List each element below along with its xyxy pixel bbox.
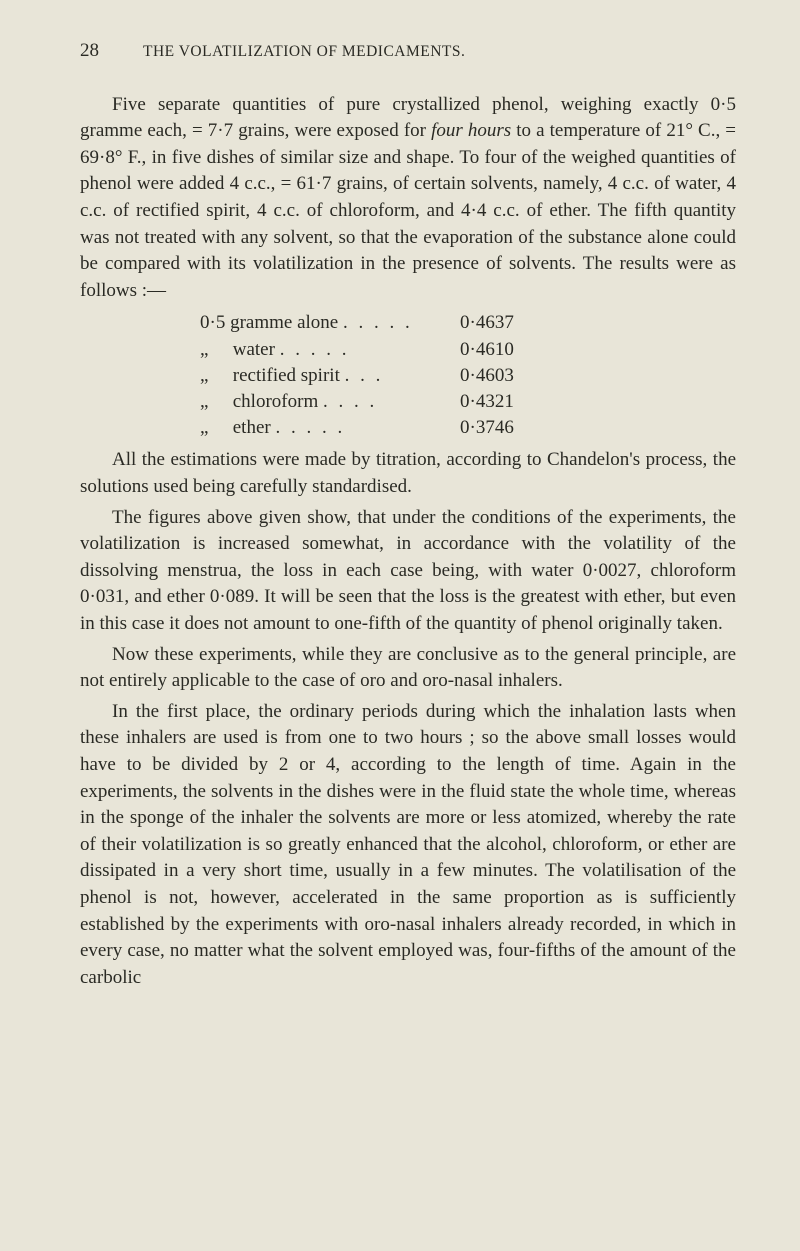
table-row: 0·5 gramme alone . . . . . 0·4637 <box>200 310 736 336</box>
table-value: 0·4637 <box>460 310 514 336</box>
paragraph-1: Five separate quantities of pure crystal… <box>80 92 736 305</box>
paragraph-5: In the first place, the ordinary periods… <box>80 699 736 992</box>
paragraph-4: Now these experiments, while they are co… <box>80 642 736 695</box>
table-value: 0·4603 <box>460 363 514 389</box>
table-value: 0·4321 <box>460 389 514 415</box>
table-value: 0·4610 <box>460 337 514 363</box>
table-value: 0·3746 <box>460 415 514 441</box>
page-number: 28 <box>80 38 99 64</box>
paragraph-2: All the estimations were made by titrati… <box>80 447 736 500</box>
table-row: „ ether . . . . . 0·3746 <box>200 415 736 441</box>
paragraph-3: The figures above given show, that under… <box>80 505 736 638</box>
body-text: Five separate quantities of pure crystal… <box>80 92 736 992</box>
results-table: 0·5 gramme alone . . . . . 0·4637 „ wate… <box>200 310 736 441</box>
table-row: „ water . . . . . 0·4610 <box>200 337 736 363</box>
table-row: „ rectified spirit . . . 0·4603 <box>200 363 736 389</box>
table-row: „ chloroform . . . . 0·4321 <box>200 389 736 415</box>
running-title: THE VOLATILIZATION OF MEDICAMENTS. <box>143 42 465 63</box>
